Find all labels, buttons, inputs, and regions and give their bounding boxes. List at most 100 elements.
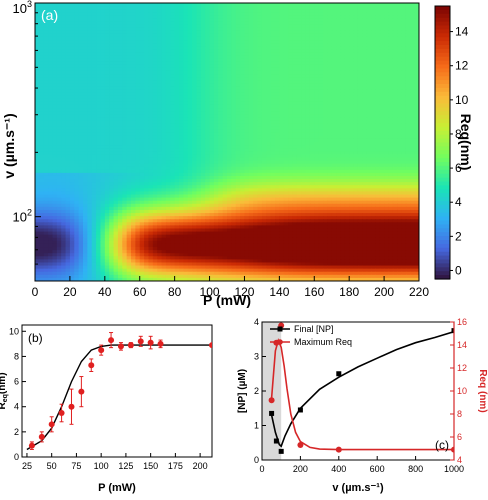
heatmap-cell [301,36,307,41]
heatmap-cell [52,135,58,140]
heatmap-cell [165,166,171,171]
heatmap-cell [375,101,381,106]
heatmap-cell [135,151,141,155]
heatmap-cell [56,123,62,128]
heatmap-cell [96,86,102,91]
heatmap-cell [200,148,206,152]
heatmap-cell [301,12,307,16]
heatmap-cell [283,18,289,23]
heatmap-cell [231,138,237,143]
heatmap-cell [144,154,150,159]
heatmap-cell [375,172,381,177]
heatmap-cell [157,151,163,155]
heatmap-cell [148,77,154,81]
heatmap-cell [235,6,241,10]
heatmap-cell [375,151,381,155]
heatmap-cell [152,95,158,100]
heatmap-cell [379,148,385,152]
heatmap-cell [314,166,320,171]
heatmap-cell [327,80,333,84]
heatmap-cell [384,58,390,63]
heatmap-cell [179,138,184,143]
heatmap-cell [183,80,189,84]
heatmap-cell [336,30,342,35]
heatmap-cell [279,160,285,165]
heatmap-cell [144,77,150,81]
heatmap-cell [336,61,342,66]
heatmap-cell [165,80,171,84]
heatmap-cell [48,30,54,35]
heatmap-cell [165,117,171,121]
heatmap-cell [69,145,75,149]
heatmap-cell [388,89,394,94]
heatmap-cell [353,40,359,44]
heatmap-cell [83,154,88,159]
heatmap-cell [301,24,307,29]
heatmap-cell [362,33,368,38]
heatmap-cell [69,6,75,10]
heatmap-cell [213,172,219,177]
heatmap-cell [301,142,307,146]
heatmap-cell [375,74,381,78]
heatmap-cell [244,104,250,109]
heatmap-cell [43,135,49,140]
heatmap-cell [109,46,115,50]
heatmap-cell [52,30,58,35]
heatmap-cell [183,172,189,177]
heatmap-cell [165,36,171,41]
heatmap-cell [78,163,84,168]
heatmap-cell [161,36,167,41]
heatmap-cell [179,142,184,146]
heatmap-cell [69,55,75,60]
heatmap-cell [222,132,228,137]
heatmap-cell [410,40,416,44]
heatmap-cell [357,49,363,54]
heatmap-cell [148,92,154,97]
heatmap-cell [275,157,280,162]
heatmap-cell [179,64,184,69]
heatmap-cell [331,80,337,84]
heatmap-cell [91,30,97,35]
heatmap-cell [371,33,376,38]
heatmap-cell [257,145,263,149]
heatmap-cell [117,33,123,38]
heatmap-cell [61,27,67,32]
heatmap-cell [100,52,106,57]
heatmap-cell [78,104,84,109]
heatmap-cell [56,101,62,106]
heatmap-cell [113,61,119,66]
heatmap-cell [331,46,337,50]
heatmap-cell [244,12,250,16]
heatmap-cell [161,52,167,57]
heatmap-cell [196,120,202,125]
heatmap-cell [318,46,324,50]
heatmap-cell [39,138,45,143]
heatmap-cell [235,163,241,168]
heatmap-cell [56,9,62,13]
heatmap-cell [161,126,167,131]
heatmap-cell [388,101,394,106]
heatmap-cell [218,126,224,131]
heatmap-cell [78,145,84,149]
heatmap-cell [331,67,337,72]
heatmap-cell [305,12,311,16]
heatmap-cell [309,111,315,115]
heatmap-cell [248,101,254,106]
heatmap-cell [388,52,394,57]
heatmap-cell [74,36,80,41]
heatmap-cell [222,95,228,100]
heatmap-cell [344,58,350,63]
heatmap-cell [196,114,202,118]
heatmap-cell [366,64,372,69]
heatmap-cell [314,58,320,63]
heatmap-cell [152,18,158,23]
heatmap-cell [131,15,136,20]
heatmap-cell [78,154,84,159]
heatmap-cell [96,27,102,32]
heatmap-cell [161,18,167,23]
heatmap-cell [414,92,419,97]
heatmap-cell [253,172,259,177]
heatmap-cell [384,70,390,75]
heatmap-cell [379,74,385,78]
heatmap-cell [331,36,337,41]
